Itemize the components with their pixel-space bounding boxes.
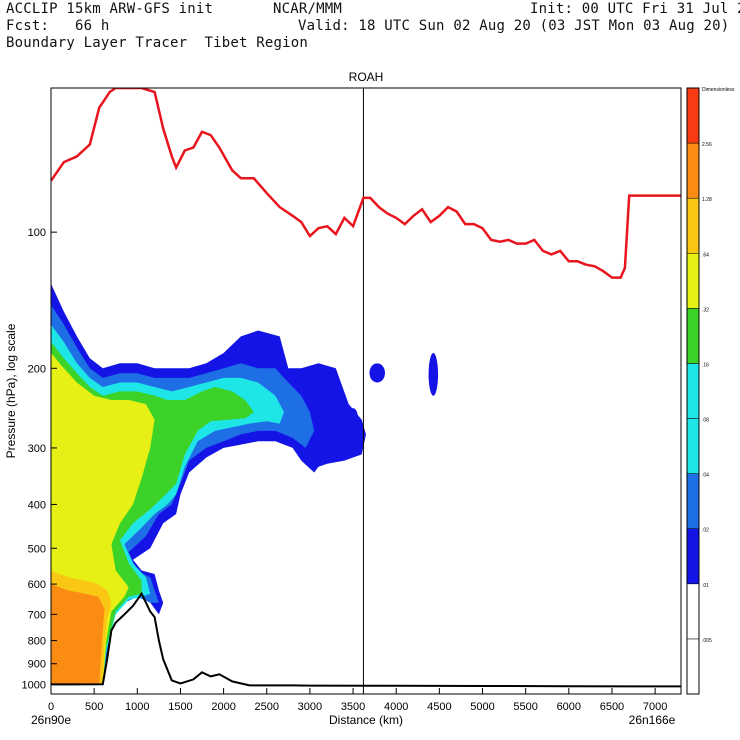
colorbar-segment xyxy=(686,308,700,364)
colorbar-segment xyxy=(686,142,700,199)
x-tick-label: 0 xyxy=(48,701,54,713)
tracer-blob-1 xyxy=(369,363,385,383)
colorbar-label: .08 xyxy=(702,418,709,424)
y-tick-label: 500 xyxy=(28,543,46,555)
colorbar-label: .04 xyxy=(702,473,709,479)
tracer-contours xyxy=(51,283,439,685)
header-line1-right: Init: 00 UTC Fri 31 Jul 20 xyxy=(530,1,740,17)
colorbar-segment xyxy=(686,583,700,640)
x-tick-label: 6500 xyxy=(600,701,624,713)
colorbar-label: 1.28 xyxy=(702,197,712,203)
x-tick-label: 2000 xyxy=(211,701,235,713)
x-tick-label: 500 xyxy=(85,701,103,713)
colorbar: .005 .01 .02 .04 .08 .16 .32 .64 1.28 2.56 Dimensi… xyxy=(686,87,735,695)
x-tick-label: 7000 xyxy=(643,701,667,713)
x-tick-label: 2500 xyxy=(255,701,279,713)
colorbar-segment xyxy=(686,473,700,529)
colorbar-label: .16 xyxy=(702,362,709,368)
tracer-blob-3 xyxy=(347,408,359,431)
x-tick-label: 4000 xyxy=(384,701,408,713)
plot-frame xyxy=(50,87,682,695)
header-line2-right: Valid: 18 UTC Sun 02 Aug 20 (03 JST Mon … xyxy=(298,18,730,34)
y-tick-label: 1000 xyxy=(22,679,46,691)
x-axis-label: Distance (km) xyxy=(329,713,403,727)
header-line1-left: ACCLIP 15km ARW-GFS init xyxy=(6,1,214,17)
colorbar-segment xyxy=(686,638,700,695)
x-tick-label: 3500 xyxy=(341,701,365,713)
y-tick-label: 600 xyxy=(28,579,46,591)
colorbar-label: .64 xyxy=(702,252,709,258)
terrain-line xyxy=(51,591,681,688)
y-axis-label: Pressure (hPa), log scale xyxy=(4,323,18,458)
y-tick-label: 700 xyxy=(28,609,46,621)
x-tick-label: 6000 xyxy=(557,701,581,713)
x-axis: 0 500 1000 1500 2000 2500 3000 3500 4000 4500 5000… xyxy=(48,688,667,713)
colorbar-label: .005 xyxy=(702,638,712,644)
x-tick-label: 3000 xyxy=(298,701,322,713)
y-tick-label: 300 xyxy=(28,443,46,455)
colorbar-segment xyxy=(686,363,700,419)
colorbar-segment xyxy=(686,87,700,144)
colorbar-label: Dimensionless xyxy=(702,87,735,93)
colorbar-segment xyxy=(686,418,700,474)
x-end-label: 26n166e xyxy=(629,713,676,727)
x-start-label: 26n90e xyxy=(31,713,71,727)
colorbar-segment xyxy=(686,253,700,309)
x-tick-label: 5500 xyxy=(513,701,537,713)
header-line2-left: Fcst: 66 h xyxy=(6,18,110,34)
colorbar-label: 2.56 xyxy=(702,142,712,148)
tracer-blob-2 xyxy=(428,352,439,396)
colorbar-label: .01 xyxy=(702,583,709,589)
y-tick-label: 200 xyxy=(28,363,46,375)
colorbar-label: .02 xyxy=(702,528,709,534)
chart-title: ROAH xyxy=(349,70,384,84)
y-tick-label: 800 xyxy=(28,636,46,648)
header-line1-mid: NCAR/MMM xyxy=(273,1,343,17)
line-layer xyxy=(51,88,681,694)
y-tick-label: 400 xyxy=(28,499,46,511)
y-axis: 100 200 300 400 500 600 700 800 900 1000 xyxy=(22,227,57,691)
x-tick-label: 4500 xyxy=(427,701,451,713)
x-tick-label: 1000 xyxy=(125,701,149,713)
colorbar-segment xyxy=(686,197,700,254)
colorbar-label: .32 xyxy=(702,307,709,313)
colorbar-frame xyxy=(686,87,700,695)
x-tick-label: 1500 xyxy=(168,701,192,713)
tracer-level-7 xyxy=(51,584,105,685)
y-tick-label: 900 xyxy=(28,659,46,671)
header-line3: Boundary Layer Tracer Tibet Region xyxy=(6,35,309,51)
x-tick-label: 5000 xyxy=(470,701,494,713)
tropopause-line xyxy=(51,88,681,279)
y-tick-label: 100 xyxy=(28,227,46,239)
colorbar-segment xyxy=(686,528,700,585)
